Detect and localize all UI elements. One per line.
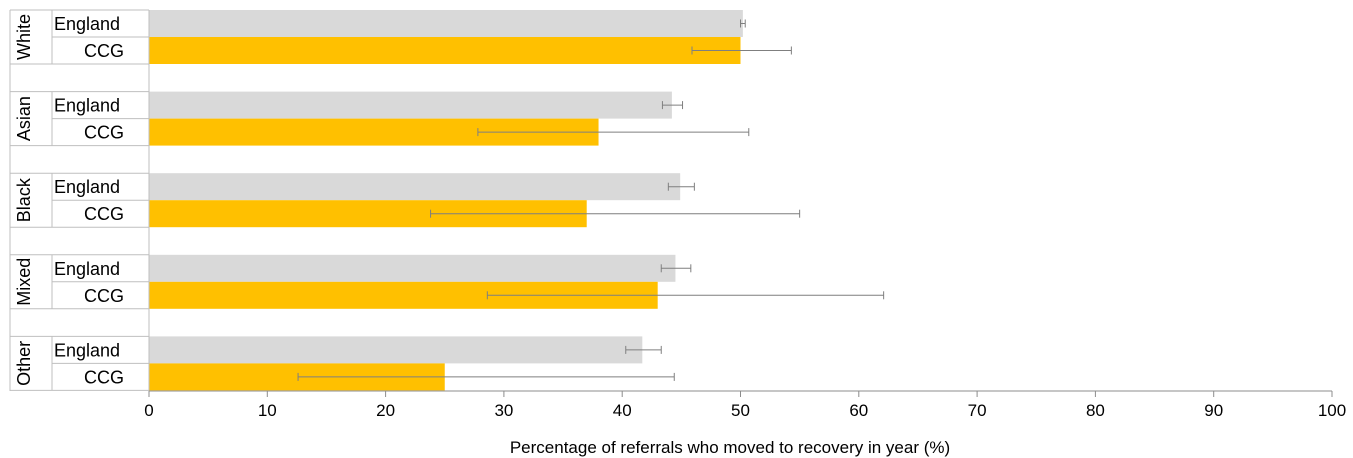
bar-white-england xyxy=(149,10,743,37)
x-tick-label: 10 xyxy=(258,401,277,420)
category-labels-layer: White England CCG Asian England CCG Black Engla… xyxy=(14,14,124,387)
bar-label-england: England xyxy=(54,177,120,197)
axes-layer: 0 10 20 30 40 50 60 70 80 90 100 xyxy=(9,9,1346,420)
bar-asian-england xyxy=(149,91,672,119)
bar-label-england: England xyxy=(54,14,120,34)
bar-label-england: England xyxy=(54,259,120,279)
error-bars-layer xyxy=(297,19,885,381)
x-tick-label: 60 xyxy=(849,401,868,420)
bar-label-england: England xyxy=(54,340,120,360)
bar-other-england xyxy=(149,336,643,364)
bar-white-ccg xyxy=(149,37,741,64)
bars-layer xyxy=(149,10,743,391)
bar-label-ccg: CCG xyxy=(84,204,124,224)
x-tick-label: 80 xyxy=(1086,401,1105,420)
group-label-asian: Asian xyxy=(14,96,34,141)
group-label-black: Black xyxy=(14,177,34,222)
bar-label-england: England xyxy=(54,96,120,116)
x-tick-label: 70 xyxy=(968,401,987,420)
x-tick-label: 20 xyxy=(376,401,395,420)
x-axis-title: Percentage of referrals who moved to rec… xyxy=(510,438,950,457)
x-tick-label: 30 xyxy=(494,401,513,420)
x-tick-label: 0 xyxy=(144,401,153,420)
bar-label-ccg: CCG xyxy=(84,367,124,387)
x-tick-label: 90 xyxy=(1204,401,1223,420)
group-label-other: Other xyxy=(14,341,34,386)
x-tick-label: 50 xyxy=(731,401,750,420)
bar-mixed-england xyxy=(149,254,676,282)
bar-label-ccg: CCG xyxy=(84,123,124,143)
bar-label-ccg: CCG xyxy=(84,41,124,61)
group-label-white: White xyxy=(14,14,34,60)
x-tick-label: 40 xyxy=(613,401,632,420)
bar-label-ccg: CCG xyxy=(84,286,124,306)
x-tick-label: 100 xyxy=(1318,401,1346,420)
group-label-mixed: Mixed xyxy=(14,258,34,306)
bar-black-england xyxy=(149,173,681,201)
